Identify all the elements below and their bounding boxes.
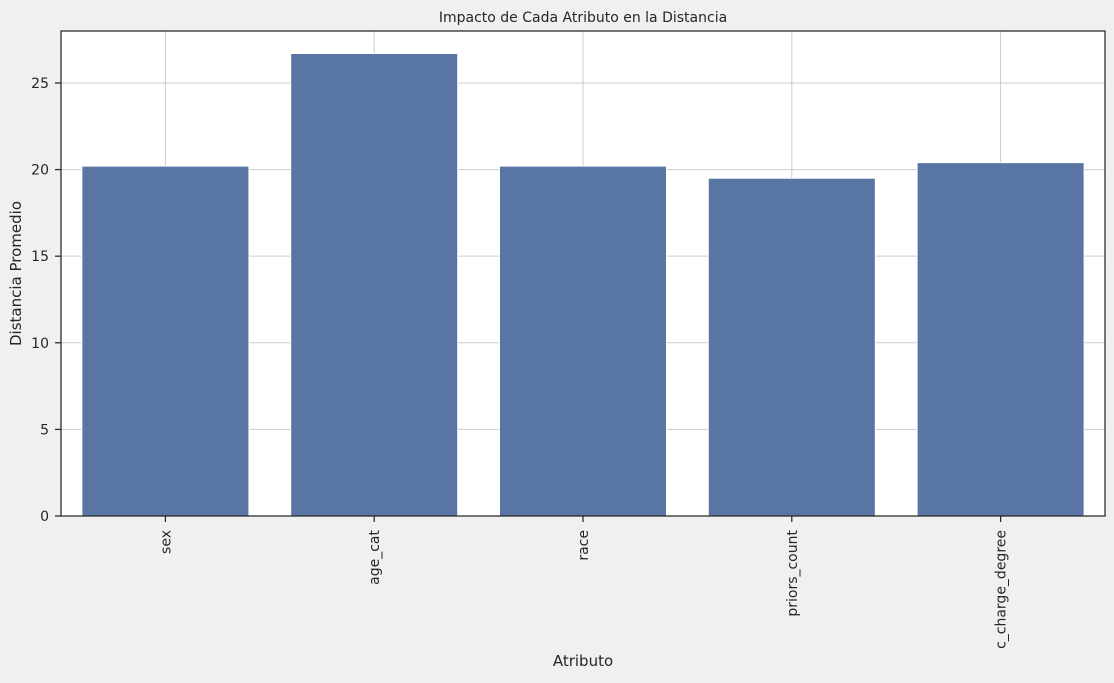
y-axis-label: Distancia Promedio: [7, 201, 25, 346]
x-tick-label: priors_count: [785, 530, 801, 617]
y-tick-label: 25: [31, 76, 49, 92]
y-tick-label: 5: [40, 422, 49, 438]
bar-sex: [81, 165, 250, 517]
x-axis-label: Atributo: [553, 652, 613, 670]
y-tick-label: 10: [31, 336, 49, 352]
bar-race: [498, 165, 668, 517]
bars: [81, 53, 1085, 517]
x-axis-ticks: sex age_cat race priors_count c_charge_degre…: [158, 516, 1010, 649]
x-tick-label: sex: [158, 530, 174, 554]
x-tick-label: c_charge_degree: [994, 530, 1010, 649]
y-tick-label: 15: [31, 249, 49, 265]
x-tick-label: race: [576, 530, 592, 561]
bar-priors_count: [707, 177, 876, 517]
bar-c_charge_degree: [916, 162, 1085, 517]
y-axis-ticks: 0 5 10 15 20 25: [31, 76, 61, 525]
x-tick-label: age_cat: [367, 530, 383, 585]
y-tick-label: 0: [40, 509, 49, 525]
bar-age_cat: [290, 53, 459, 517]
chart-title: Impacto de Cada Atributo en la Distancia: [439, 10, 727, 26]
y-tick-label: 20: [31, 163, 49, 179]
